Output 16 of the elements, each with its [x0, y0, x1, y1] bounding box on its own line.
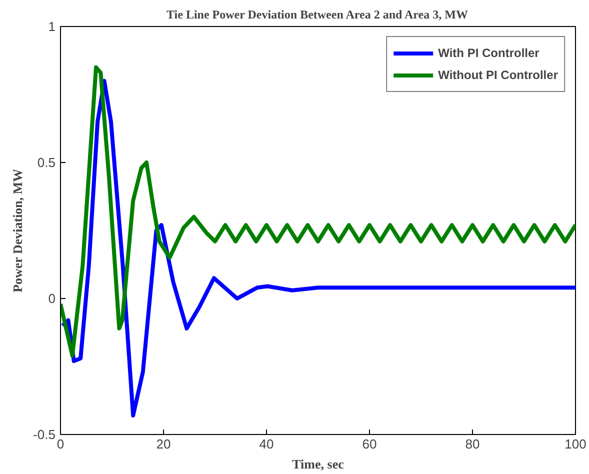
x-tick-label: 60	[362, 436, 377, 452]
chart-title: Tie Line Power Deviation Between Area 2 and Area 3, MW	[166, 8, 468, 22]
x-tick-label: 100	[564, 436, 586, 452]
x-tick-label: 80	[465, 436, 480, 452]
y-tick-label: 0	[48, 291, 56, 306]
legend-label: Without PI Controller	[438, 68, 558, 82]
line-series	[60, 78, 576, 418]
y-tick-label: 1	[48, 19, 56, 34]
legend-label: With PI Controller	[438, 46, 540, 60]
y-axis-title: Power Deviation, MW	[10, 168, 26, 292]
x-axis-title: Time, sec	[292, 456, 344, 472]
y-tick-label: 0.5	[37, 155, 56, 170]
x-tick-label: 40	[259, 436, 274, 452]
x-tick-label: 20	[156, 436, 171, 452]
y-tick-label: -0.5	[33, 427, 56, 442]
line-series	[60, 65, 576, 358]
